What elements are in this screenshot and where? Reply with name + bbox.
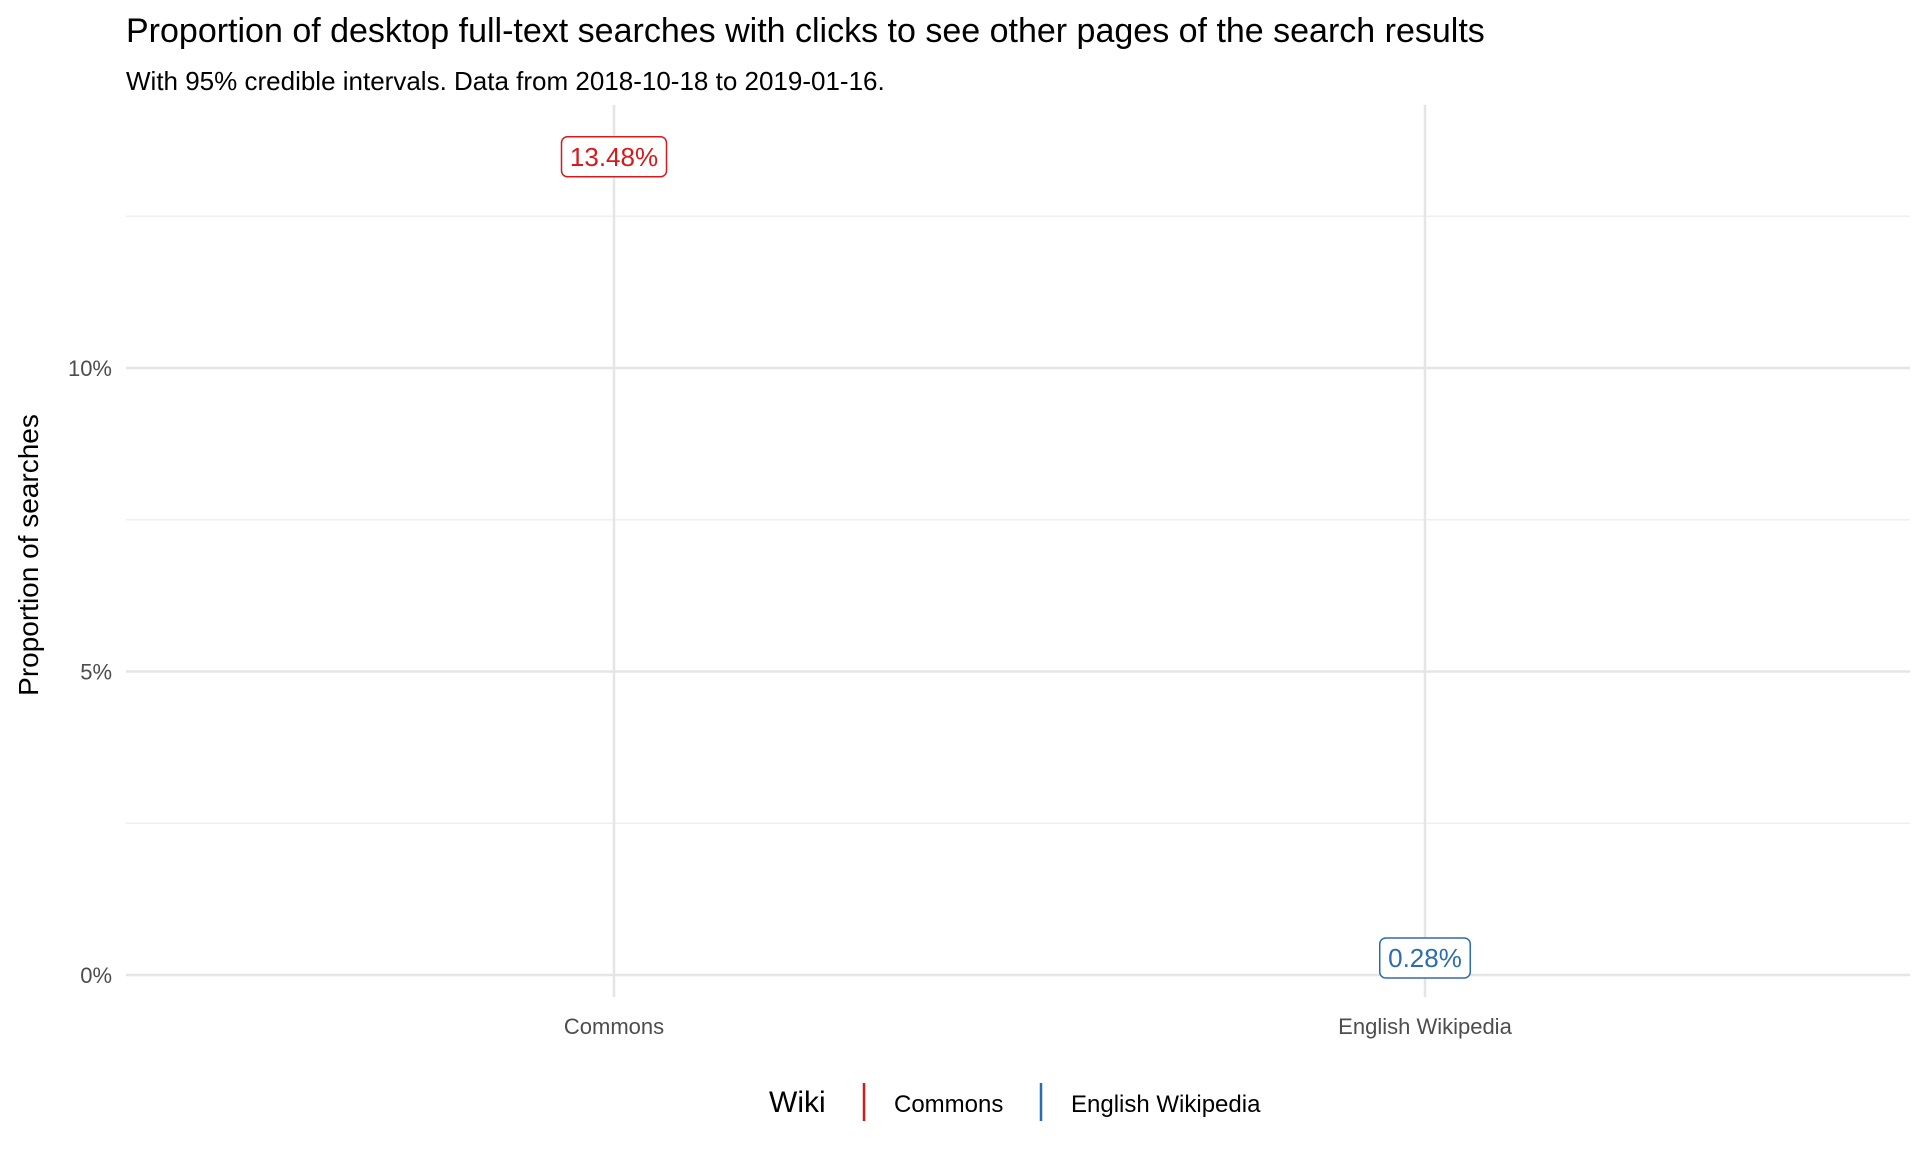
data-label-text: 0.28% [1388, 943, 1462, 973]
y-tick-label: 10% [68, 356, 112, 381]
chart-subtitle: With 95% credible intervals. Data from 2… [126, 66, 885, 96]
data-label-text: 13.48% [570, 142, 658, 172]
legend-label: English Wikipedia [1071, 1091, 1261, 1118]
legend-label: Commons [894, 1091, 1003, 1118]
data-label-box [560, 136, 668, 178]
x-tick-label: English Wikipedia [1338, 1014, 1512, 1039]
data-label-1: 0.28% [1379, 937, 1471, 979]
legend-item-0: Commons [862, 1083, 1003, 1121]
x-axis-ticks: Commons English Wikipedia [564, 1014, 1513, 1039]
chart-title: Proportion of desktop full-text searches… [126, 12, 1485, 50]
legend-item-1: English Wikipedia [1039, 1083, 1261, 1121]
data-marks: 13.48% 0.28% [560, 136, 1471, 979]
y-axis-ticks: 0% 5% 10% [68, 356, 112, 988]
y-axis-label: Proportion of searches [13, 414, 44, 696]
grid [126, 105, 1910, 997]
x-tick-label: Commons [564, 1014, 664, 1039]
legend: Wiki Commons English Wikipedia [769, 1083, 1261, 1121]
y-tick-label: 0% [80, 963, 112, 988]
y-tick-label: 5% [80, 660, 112, 685]
legend-title: Wiki [769, 1086, 826, 1119]
data-label-box [1379, 937, 1471, 979]
data-label-0: 13.48% [560, 136, 668, 178]
